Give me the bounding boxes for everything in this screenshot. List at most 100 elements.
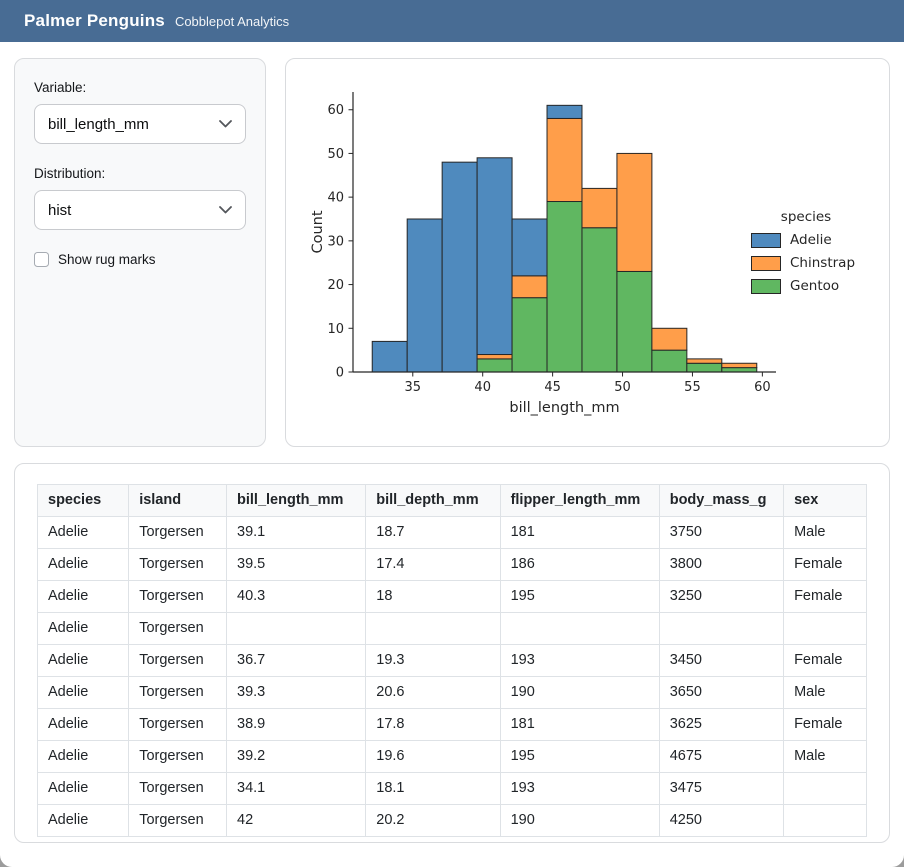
table-row: Adelie Torgersen 34.1 18.1 193 3475 (36, 772, 867, 805)
controls-panel: Variable: bill_length_mm Distribution: h… (14, 58, 266, 447)
svg-text:20: 20 (327, 278, 344, 293)
table-cell (783, 772, 867, 805)
svg-text:60: 60 (754, 380, 771, 395)
svg-text:50: 50 (327, 147, 344, 162)
column-header-sex: sex (783, 484, 867, 517)
table-cell: Female (783, 644, 867, 677)
legend-label: Gentoo (790, 278, 840, 294)
chart-card: 35 40 45 50 55 60 0 10 20 30 40 50 60 bill_length_mm C… (285, 58, 890, 447)
table-cell: 4250 (658, 804, 785, 837)
svg-text:50: 50 (614, 380, 631, 395)
rug-checkbox-row: Show rug marks (34, 252, 246, 267)
table-cell: 40.3 (225, 580, 367, 613)
variable-label: Variable: (34, 80, 87, 95)
legend-label: Chinstrap (790, 255, 856, 271)
table-row: Adelie Torgersen 39.3 20.6 190 3650 Male (36, 676, 867, 709)
table-cell: Adelie (36, 740, 130, 773)
table-cell: Female (783, 708, 867, 741)
legend-swatch-icon (751, 255, 781, 271)
table-cell: Adelie (36, 548, 130, 581)
table-cell: Male (783, 516, 867, 549)
legend-item-chinstrap: Chinstrap (751, 255, 861, 271)
table-row: Adelie Torgersen 39.1 18.7 181 3750 Male (36, 516, 867, 549)
column-header-island: island (128, 484, 227, 517)
table-cell: 181 (499, 516, 660, 549)
table-row: Adelie Torgersen 40.3 18 195 3250 Female (36, 580, 867, 613)
svg-text:35: 35 (405, 380, 422, 395)
table-cell: 38.9 (225, 708, 367, 741)
app-subtitle: Cobblepot Analytics (174, 14, 290, 29)
distribution-label: Distribution: (34, 166, 106, 181)
table-cell: 19.6 (365, 740, 501, 773)
table-cell: 190 (499, 676, 660, 709)
chart-legend: species Adelie Chinstrap Gentoo (751, 209, 861, 301)
table-cell: Torgersen (128, 676, 227, 709)
table-cell (365, 612, 501, 645)
table-row: Adelie Torgersen 42 20.2 190 4250 (36, 804, 867, 837)
table-cell: Torgersen (128, 708, 227, 741)
table-cell: Male (783, 676, 867, 709)
column-header-bill_depth_mm: bill_depth_mm (365, 484, 501, 517)
column-header-flipper_length_mm: flipper_length_mm (499, 484, 660, 517)
legend-label: Adelie (790, 232, 832, 248)
table-cell (783, 612, 867, 645)
table-cell: 195 (499, 740, 660, 773)
histogram-svg: 35 40 45 50 55 60 0 10 20 30 40 50 60 bill_length_mm C… (310, 92, 776, 416)
variable-select-value: bill_length_mm (48, 115, 149, 133)
column-header-body_mass_g: body_mass_g (658, 484, 785, 517)
table-cell: 195 (499, 580, 660, 613)
svg-text:40: 40 (474, 380, 491, 395)
chevron-down-icon (219, 206, 232, 214)
table-cell (783, 804, 867, 837)
table-cell: Torgersen (128, 804, 227, 837)
table-cell: 19.3 (365, 644, 501, 677)
table-cell: 3625 (658, 708, 785, 741)
variable-select[interactable]: bill_length_mm (34, 104, 246, 144)
chevron-down-icon (219, 120, 232, 128)
table-cell: 193 (499, 644, 660, 677)
table-cell (225, 612, 367, 645)
rug-checkbox[interactable] (34, 252, 49, 267)
table-cell: 17.8 (365, 708, 501, 741)
svg-text:45: 45 (544, 380, 561, 395)
top-section: Variable: bill_length_mm Distribution: h… (0, 42, 904, 447)
table-cell: Adelie (36, 772, 130, 805)
table-cell: Torgersen (128, 580, 227, 613)
table-cell: Torgersen (128, 612, 227, 645)
table-body: Adelie Torgersen 39.1 18.7 181 3750 Male Adelie… (36, 516, 867, 837)
table-cell: 3475 (658, 772, 785, 805)
table-row: Adelie Torgersen 39.2 19.6 195 4675 Male (36, 740, 867, 773)
svg-text:55: 55 (684, 380, 701, 395)
table-row: Adelie Torgersen 36.7 19.3 193 3450 Female (36, 644, 867, 677)
table-cell: 36.7 (225, 644, 367, 677)
svg-text:30: 30 (327, 234, 344, 249)
distribution-select[interactable]: hist (34, 190, 246, 230)
table-cell: 18.1 (365, 772, 501, 805)
table-row: Adelie Torgersen (36, 612, 867, 645)
data-table-card: species island bill_length_mm bill_depth_mm… (14, 463, 890, 843)
column-header-bill_length_mm: bill_length_mm (225, 484, 367, 517)
table-cell: 186 (499, 548, 660, 581)
legend-swatch-icon (751, 278, 781, 294)
table-cell: 20.2 (365, 804, 501, 837)
table-cell: 4675 (658, 740, 785, 773)
table-cell: 42 (225, 804, 367, 837)
table-cell: 39.5 (225, 548, 367, 581)
legend-items: Adelie Chinstrap Gentoo (751, 232, 861, 294)
table-cell: 3250 (658, 580, 785, 613)
table-cell: 3750 (658, 516, 785, 549)
app-title: Palmer Penguins (24, 11, 165, 30)
table-cell (658, 612, 785, 645)
column-header-species: species (36, 484, 130, 517)
table-cell: 3800 (658, 548, 785, 581)
table-cell: 39.2 (225, 740, 367, 773)
table-cell: Female (783, 580, 867, 613)
svg-text:40: 40 (327, 191, 344, 206)
app-header: Palmer Penguins Cobblepot Analytics (0, 0, 904, 42)
table-cell: Adelie (36, 516, 130, 549)
table-cell: Adelie (36, 612, 130, 645)
table-cell: 39.1 (225, 516, 367, 549)
table-cell: Male (783, 740, 867, 773)
table-cell: 34.1 (225, 772, 367, 805)
svg-text:60: 60 (327, 103, 344, 118)
